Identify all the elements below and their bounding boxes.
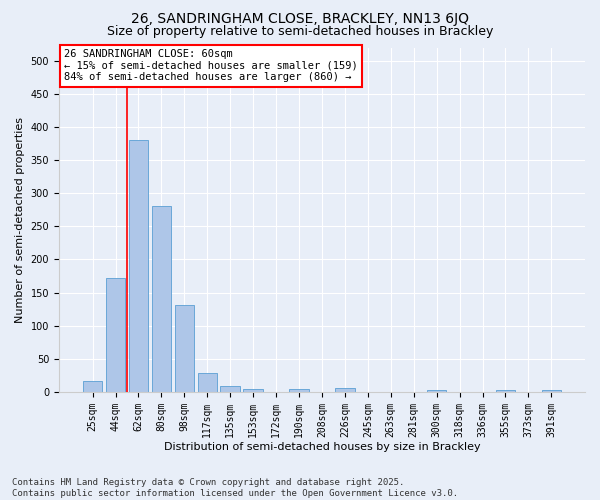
Bar [128,140,148,392]
Bar [197,373,217,392]
Bar [427,390,446,392]
Bar [106,278,125,392]
Bar [152,206,171,392]
Y-axis label: Number of semi-detached properties: Number of semi-detached properties [15,116,25,322]
Bar [496,390,515,392]
X-axis label: Distribution of semi-detached houses by size in Brackley: Distribution of semi-detached houses by … [164,442,480,452]
Bar [244,388,263,392]
Bar [83,380,103,392]
Text: Size of property relative to semi-detached houses in Brackley: Size of property relative to semi-detach… [107,25,493,38]
Bar [542,390,561,392]
Bar [220,386,240,392]
Text: Contains HM Land Registry data © Crown copyright and database right 2025.
Contai: Contains HM Land Registry data © Crown c… [12,478,458,498]
Text: 26, SANDRINGHAM CLOSE, BRACKLEY, NN13 6JQ: 26, SANDRINGHAM CLOSE, BRACKLEY, NN13 6J… [131,12,469,26]
Bar [175,305,194,392]
Text: 26 SANDRINGHAM CLOSE: 60sqm
← 15% of semi-detached houses are smaller (159)
84% : 26 SANDRINGHAM CLOSE: 60sqm ← 15% of sem… [64,49,358,82]
Bar [289,388,309,392]
Bar [335,388,355,392]
